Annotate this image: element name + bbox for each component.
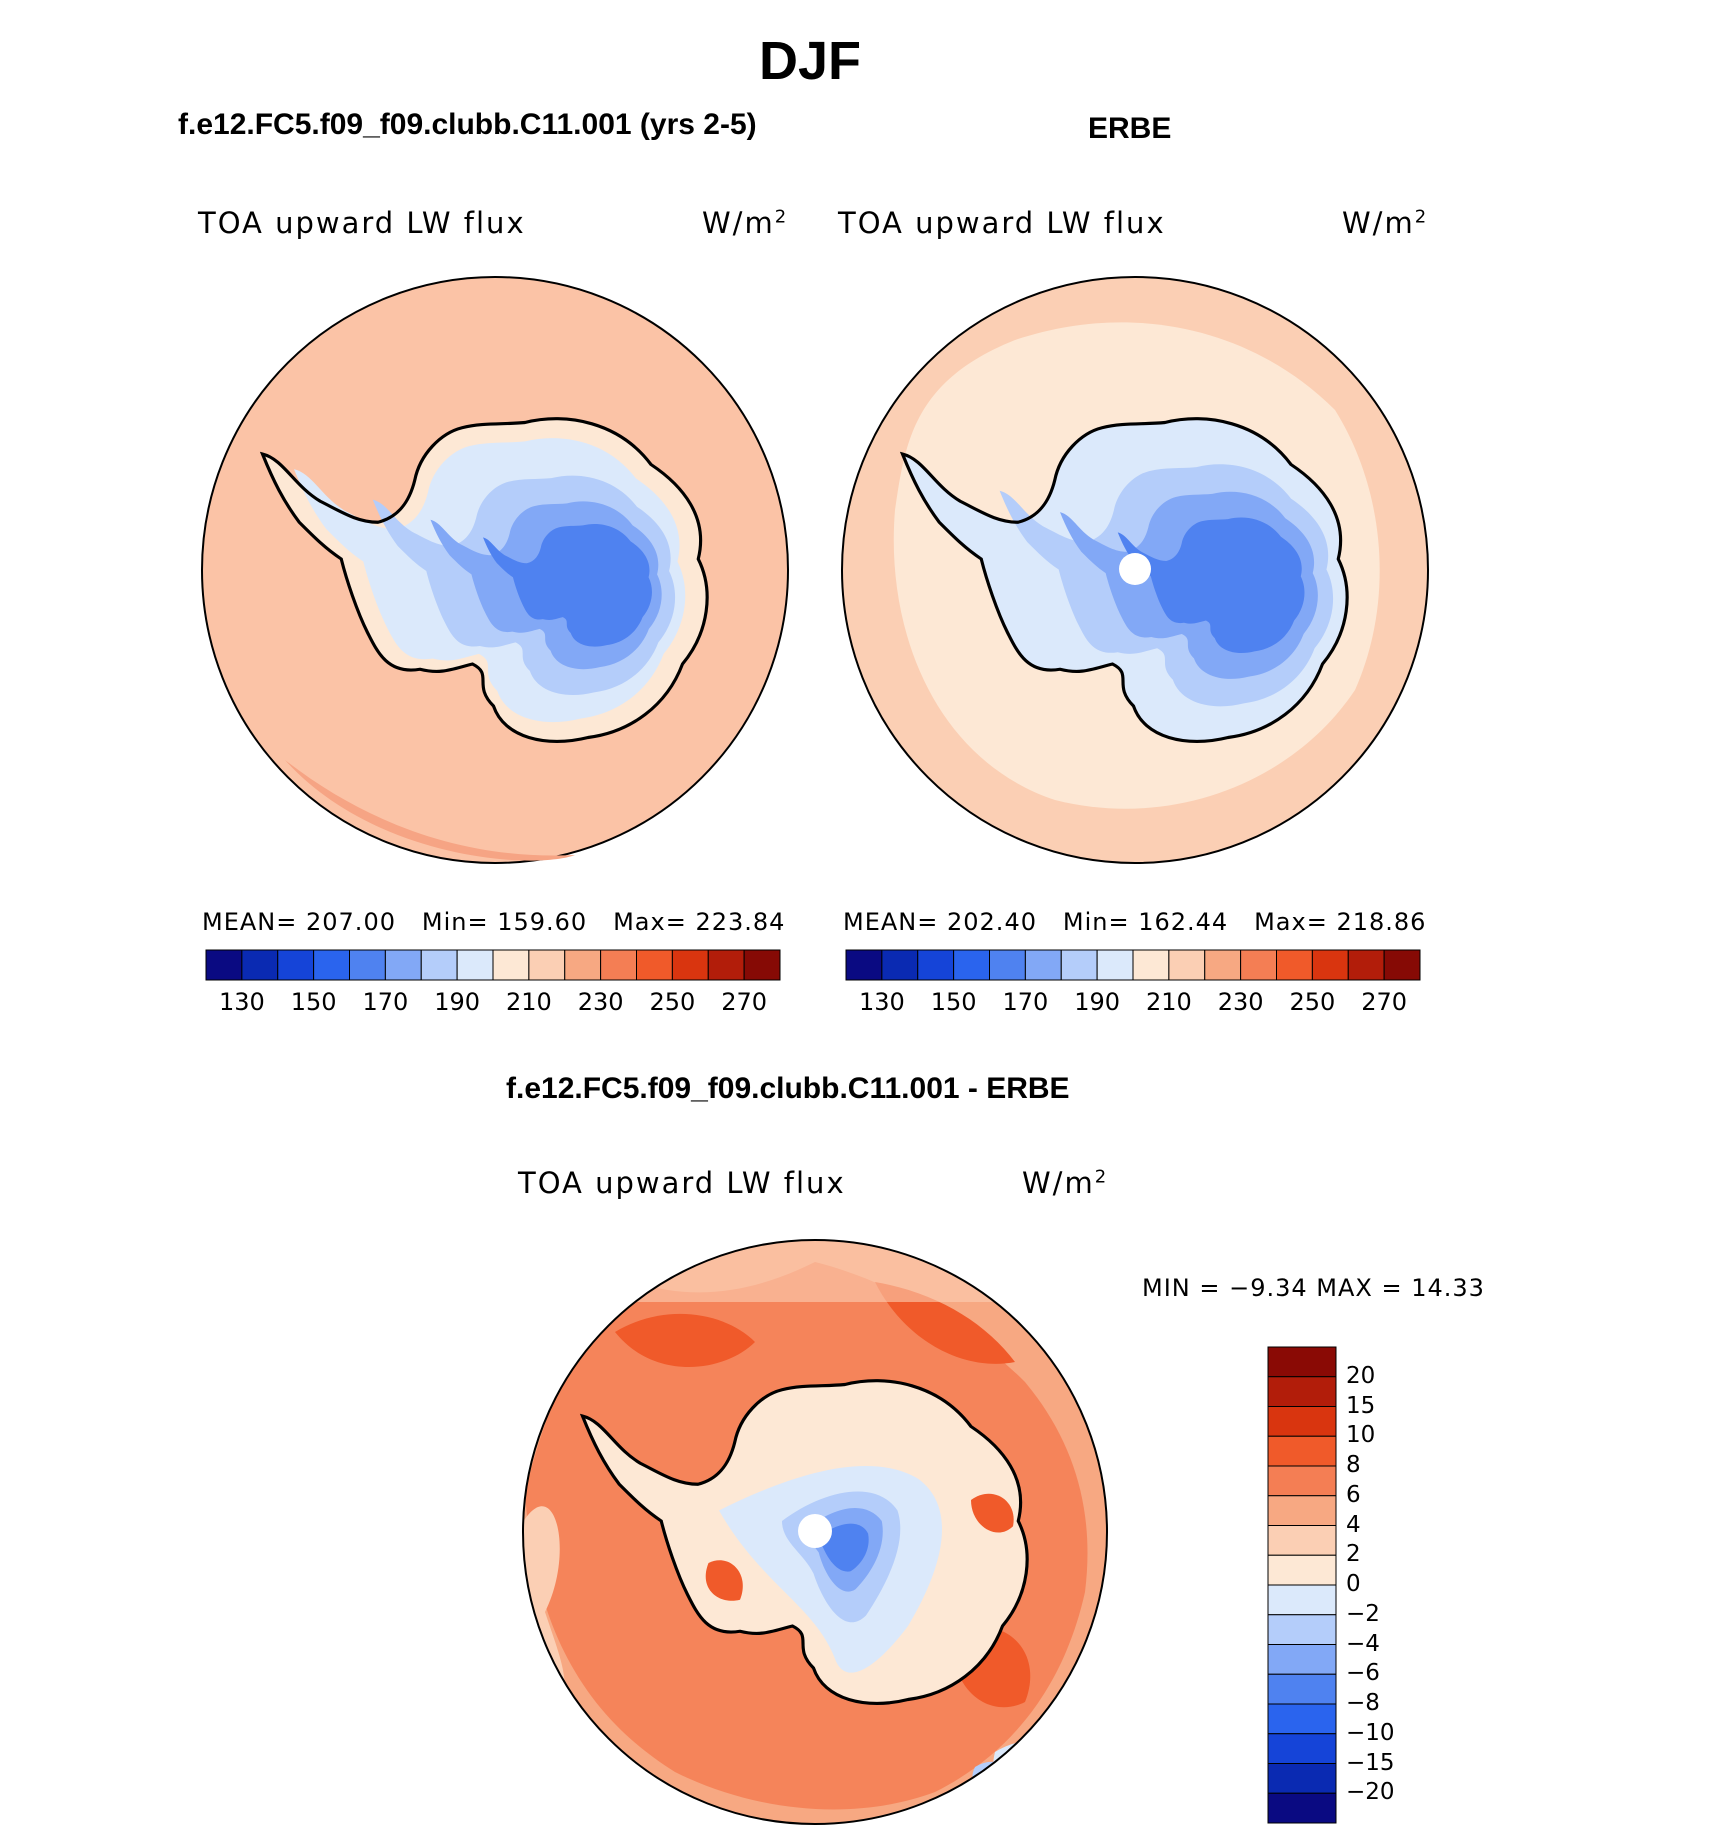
colorbar-swatch xyxy=(1024,949,1062,981)
model-panel-header: f.e12.FC5.f09_f09.clubb.C11.001 (yrs 2-5… xyxy=(178,108,757,141)
colorbar-swatch xyxy=(1267,1525,1337,1556)
colorbar-swatch xyxy=(1383,949,1421,981)
colorbar-tick-label: −2 xyxy=(1346,1600,1380,1627)
difference-variable-label: TOA upward LW flux xyxy=(518,1166,846,1200)
model-variable-label: TOA upward LW flux xyxy=(198,206,526,240)
colorbar-swatch xyxy=(1267,1376,1337,1407)
colorbar-swatch xyxy=(1060,949,1098,981)
colorbar-tick-label: 250 xyxy=(649,988,696,1016)
colorbar-swatch xyxy=(241,949,279,981)
colorbar-swatch xyxy=(1240,949,1277,981)
colorbar-swatch xyxy=(313,949,350,981)
colorbar-swatch xyxy=(881,949,919,981)
obs-panel-header: ERBE xyxy=(1088,112,1172,145)
colorbar-swatch xyxy=(564,949,602,981)
colorbar-tick-label: 6 xyxy=(1346,1481,1361,1508)
colorbar-tick-label: −20 xyxy=(1346,1779,1395,1806)
difference-polar-map xyxy=(522,1239,1108,1825)
colorbar-swatch xyxy=(1267,1584,1337,1616)
colorbar-tick-label: 210 xyxy=(505,988,552,1016)
obs-variable-label: TOA upward LW flux xyxy=(838,206,1166,240)
colorbar-swatch xyxy=(600,949,637,981)
colorbar-swatch xyxy=(1267,1346,1337,1378)
difference-units-label: W/m2 xyxy=(1022,1166,1109,1200)
colorbar-tick-label: 250 xyxy=(1289,988,1336,1016)
colorbar-swatch xyxy=(671,949,709,981)
difference-colorbar xyxy=(1267,1346,1337,1824)
colorbar-swatch xyxy=(1347,949,1385,981)
colorbar-swatch xyxy=(1267,1763,1337,1794)
colorbar-swatch xyxy=(1267,1554,1337,1586)
colorbar-swatch xyxy=(1267,1792,1337,1824)
difference-minmax: MIN = −9.34 MAX = 14.33 xyxy=(1142,1274,1485,1302)
colorbar-tick-label: 10 xyxy=(1346,1422,1376,1449)
colorbar-tick-label: −6 xyxy=(1346,1660,1380,1687)
obs-polar-map xyxy=(841,276,1429,864)
colorbar-tick-label: 210 xyxy=(1145,988,1192,1016)
colorbar-swatch xyxy=(1132,949,1170,981)
colorbar-swatch xyxy=(1267,1703,1337,1735)
colorbar-swatch xyxy=(349,949,386,981)
model-stats: MEAN= 207.00 Min= 159.60 Max= 223.84 xyxy=(202,908,786,936)
colorbar-tick-label: 270 xyxy=(1361,988,1408,1016)
difference-panel-header: f.e12.FC5.f09_f09.clubb.C11.001 - ERBE xyxy=(506,1072,1070,1105)
colorbar-swatch xyxy=(205,949,243,981)
colorbar-swatch xyxy=(917,949,955,981)
colorbar-swatch xyxy=(1204,949,1242,981)
colorbar-tick-label: 190 xyxy=(434,988,481,1016)
colorbar-swatch xyxy=(1267,1614,1337,1645)
colorbar-swatch xyxy=(1267,1495,1337,1526)
colorbar-swatch xyxy=(1267,1644,1337,1675)
colorbar-swatch xyxy=(636,949,673,981)
colorbar-swatch xyxy=(456,949,494,981)
colorbar-tick-label: 150 xyxy=(290,988,337,1016)
colorbar-tick-label: 170 xyxy=(1002,988,1049,1016)
colorbar-swatch xyxy=(953,949,990,981)
model-colorbar xyxy=(205,949,781,981)
colorbar-tick-label: 230 xyxy=(577,988,624,1016)
colorbar-swatch xyxy=(743,949,781,981)
colorbar-swatch xyxy=(1267,1465,1337,1497)
colorbar-tick-label: 8 xyxy=(1346,1452,1361,1478)
colorbar-tick-label: −4 xyxy=(1346,1630,1380,1657)
colorbar-tick-label: 170 xyxy=(362,988,409,1016)
colorbar-swatch xyxy=(1267,1733,1337,1764)
colorbar-tick-label: −15 xyxy=(1346,1749,1395,1776)
colorbar-tick-label: −10 xyxy=(1346,1719,1395,1746)
colorbar-swatch xyxy=(1311,949,1349,981)
model-units-label: W/m2 xyxy=(702,206,789,240)
colorbar-tick-label: 20 xyxy=(1346,1362,1376,1389)
colorbar-swatch xyxy=(1267,1435,1337,1467)
colorbar-swatch xyxy=(384,949,422,981)
obs-units-label: W/m2 xyxy=(1342,206,1429,240)
colorbar-swatch xyxy=(989,949,1026,981)
colorbar-swatch xyxy=(1096,949,1134,981)
colorbar-swatch xyxy=(707,949,745,981)
pole-hole xyxy=(1119,553,1151,585)
colorbar-swatch xyxy=(420,949,458,981)
colorbar-tick-label: 130 xyxy=(218,988,265,1016)
colorbar-swatch xyxy=(1267,1673,1337,1705)
colorbar-swatch xyxy=(528,949,566,981)
colorbar-swatch xyxy=(845,949,883,981)
figure-title: DJF xyxy=(758,31,861,91)
colorbar-tick-label: 2 xyxy=(1346,1541,1361,1568)
colorbar-swatch xyxy=(492,949,530,981)
colorbar-tick-label: 0 xyxy=(1346,1571,1361,1597)
obs-colorbar xyxy=(845,949,1421,981)
model-polar-map xyxy=(201,276,789,864)
colorbar-tick-label: 190 xyxy=(1074,988,1121,1016)
colorbar-swatch xyxy=(277,949,315,981)
colorbar-tick-label: 270 xyxy=(721,988,768,1016)
obs-stats: MEAN= 202.40 Min= 162.44 Max= 218.86 xyxy=(843,908,1427,936)
colorbar-tick-label: −8 xyxy=(1346,1690,1380,1716)
colorbar-tick-label: 130 xyxy=(858,988,905,1016)
colorbar-tick-label: 150 xyxy=(930,988,977,1016)
colorbar-tick-label: 15 xyxy=(1346,1392,1376,1419)
colorbar-swatch xyxy=(1276,949,1313,981)
colorbar-swatch xyxy=(1168,949,1206,981)
colorbar-tick-label: 230 xyxy=(1217,988,1264,1016)
colorbar-tick-label: 4 xyxy=(1346,1511,1361,1538)
colorbar-swatch xyxy=(1267,1406,1337,1437)
